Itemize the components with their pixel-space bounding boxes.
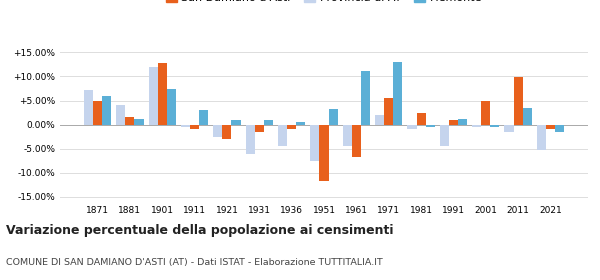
Bar [555,125,564,132]
Bar [449,120,458,125]
Bar [278,125,287,146]
Bar [246,125,255,155]
Bar [319,125,329,181]
Bar [384,98,393,125]
Bar [505,125,514,132]
Bar [296,122,305,125]
Bar [416,113,425,125]
Bar [214,125,223,137]
Bar [546,125,555,129]
Legend: San Damiano d'Asti, Provincia di AT, Piemonte: San Damiano d'Asti, Provincia di AT, Pie… [161,0,487,8]
Bar [134,119,143,125]
Bar [343,125,352,146]
Text: Variazione percentuale della popolazione ai censimenti: Variazione percentuale della popolazione… [6,224,394,237]
Bar [310,125,319,161]
Bar [458,119,467,125]
Bar [472,125,481,127]
Bar [158,63,167,125]
Bar [116,105,125,125]
Bar [537,125,546,150]
Bar [287,125,296,129]
Bar [490,125,499,127]
Bar [407,125,416,129]
Bar [514,78,523,125]
Bar [523,108,532,125]
Bar [481,101,490,125]
Bar [190,125,199,129]
Bar [232,120,241,125]
Bar [255,125,264,132]
Text: COMUNE DI SAN DAMIANO D'ASTI (AT) - Dati ISTAT - Elaborazione TUTTITALIA.IT: COMUNE DI SAN DAMIANO D'ASTI (AT) - Dati… [6,258,383,267]
Bar [329,109,338,125]
Bar [125,117,134,125]
Bar [264,120,273,125]
Bar [440,125,449,146]
Bar [223,125,232,139]
Bar [149,67,158,125]
Bar [84,90,93,125]
Bar [199,110,208,125]
Bar [352,125,361,157]
Bar [375,115,384,125]
Bar [361,71,370,125]
Bar [425,125,434,127]
Bar [167,88,176,125]
Bar [102,96,111,125]
Bar [181,125,190,127]
Bar [393,62,402,125]
Bar [93,101,102,125]
